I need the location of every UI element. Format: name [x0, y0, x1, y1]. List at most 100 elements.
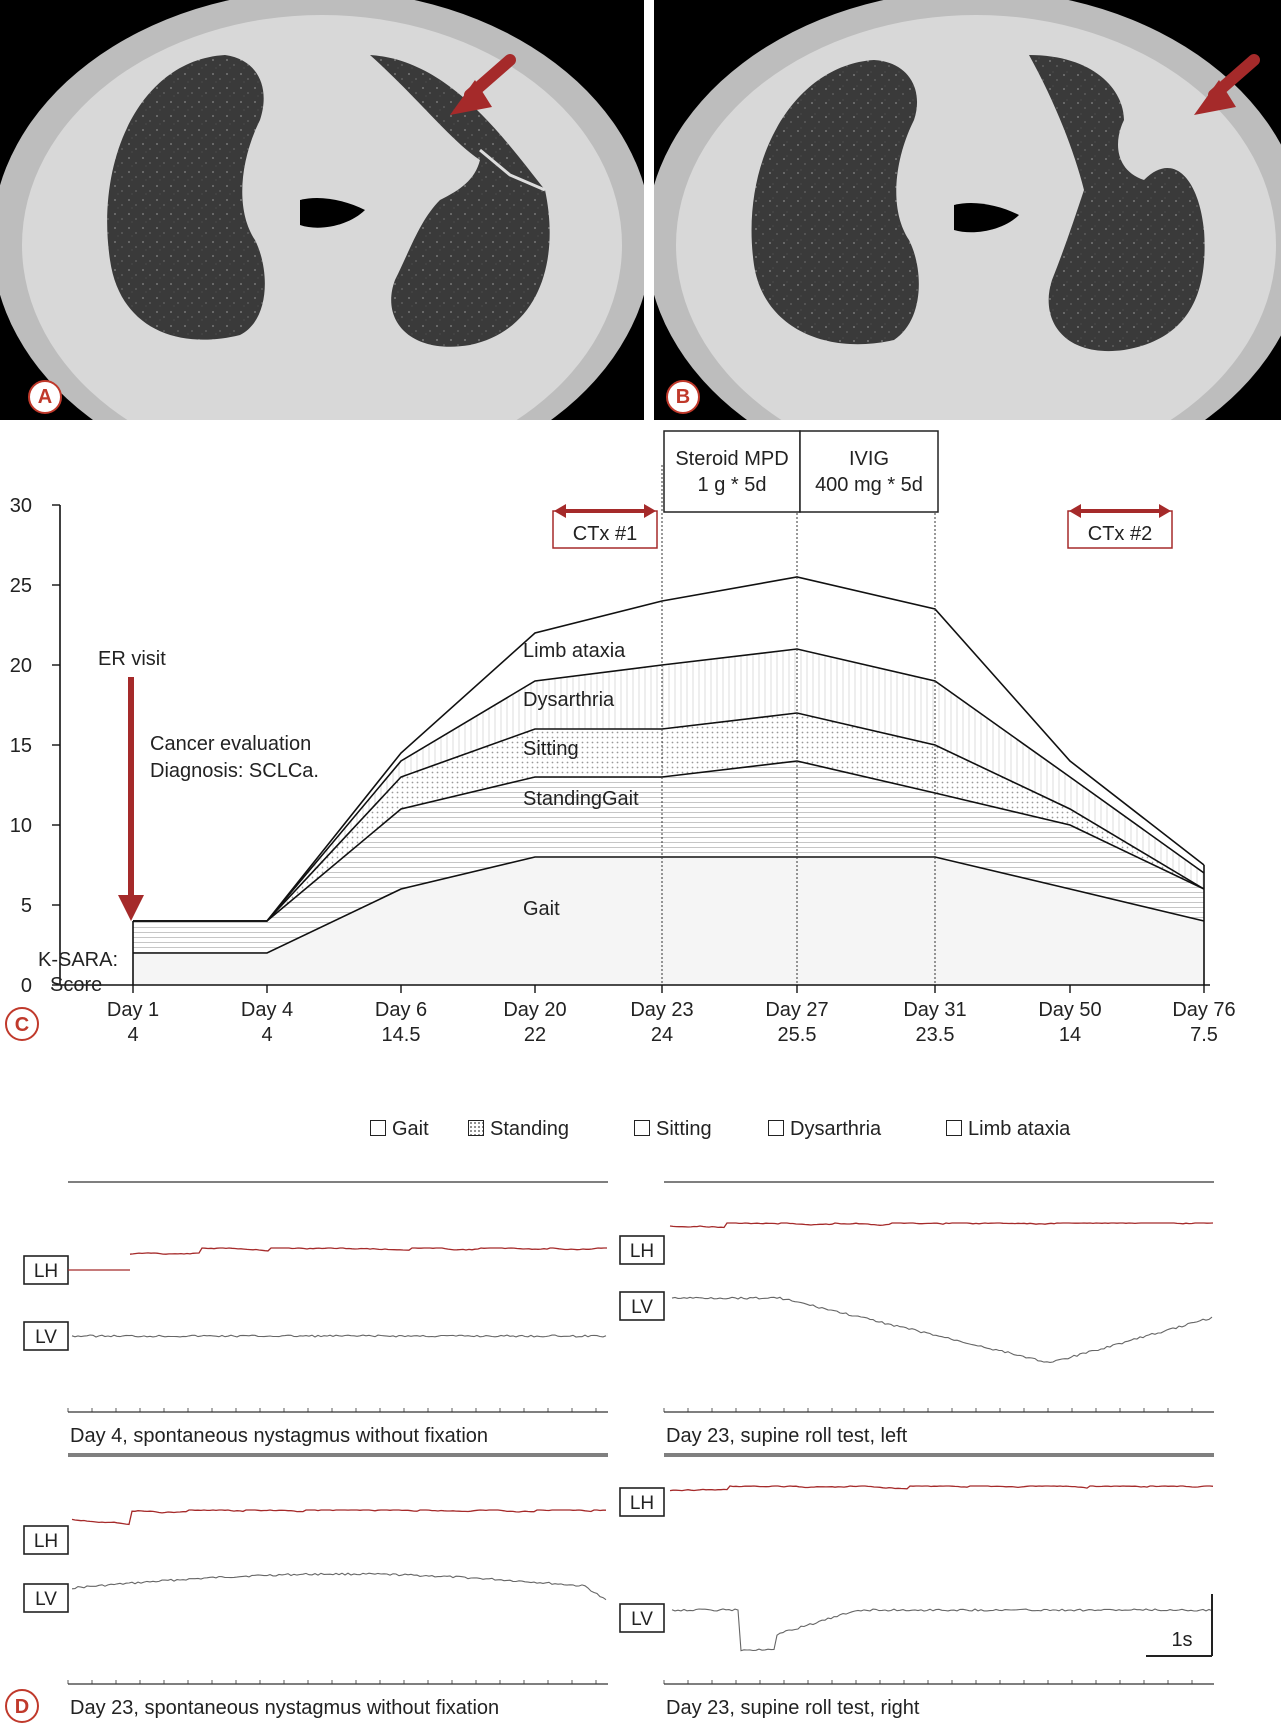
ksara-score-value: 4: [127, 1024, 138, 1046]
layer-gait: [133, 857, 1204, 985]
time-scale-bar: 1s: [1146, 1594, 1213, 1657]
x-category-label: Day 27: [765, 999, 828, 1021]
layer-label-limb-ataxia: Limb ataxia: [523, 640, 626, 662]
legend-item-limb-ataxia: Limb ataxia: [946, 1118, 1070, 1141]
chart-legend: Gait Standing Sitting Dysarthria Limb at…: [370, 1118, 1130, 1148]
x-category-label: Day 1: [107, 999, 159, 1021]
x-category-label: Day 23: [630, 999, 693, 1021]
trace-panel-1: LH LV Day 4, spontaneous nystagmus without…: [23, 1181, 608, 1457]
lv-channel-label: LV: [631, 1297, 653, 1318]
lh-channel-label: LH: [630, 1241, 654, 1262]
ksara-chart: 0 5 10 15 20 25 30 Day 1 4 Day 4 4 Day 6 14.5 Day 20…: [5, 430, 1236, 1046]
er-visit-label: ER visit: [98, 648, 166, 670]
ctx2-label: CTx #2: [1088, 523, 1152, 545]
panel-label-b: B: [666, 380, 700, 414]
layer-dysarthria: [133, 649, 1204, 921]
ctx1-label: CTx #1: [573, 523, 637, 545]
ivig-label: IVIG: [849, 448, 889, 470]
cancer-eval-label: Cancer evaluation: [150, 733, 311, 755]
lv-channel-box: [619, 1603, 665, 1633]
legend-item-sitting: Sitting: [634, 1118, 712, 1141]
trace-caption: Day 23, spontaneous nystagmus without fi…: [70, 1697, 499, 1719]
trace-panel-2: LH LV Day 23, supine roll test, left: [619, 1181, 1214, 1457]
layer-limb-ataxia: [133, 577, 1204, 921]
lv-channel-label: LV: [35, 1327, 57, 1348]
legend-label-standing: Standing: [490, 1118, 569, 1140]
lh-trace: [71, 1509, 606, 1526]
layer-sitting: [133, 713, 1204, 921]
panel-label-a: A: [28, 380, 62, 414]
legend-label-gait: Gait: [392, 1118, 429, 1140]
lv-trace: [71, 1572, 607, 1601]
ksara-score-value: 7.5: [1190, 1024, 1218, 1046]
y-tick-label: 15: [10, 735, 32, 757]
layer-label-standing-gait: StandingGait: [523, 788, 639, 810]
steroid-box: Steroid MPD 1 g * 5d: [663, 430, 801, 513]
x-category-label: Day 4: [241, 999, 293, 1021]
diagnosis-label: Diagnosis: SCLCa.: [150, 760, 319, 782]
legend-item-gait: Gait: [370, 1118, 429, 1141]
trace-caption: Day 4, spontaneous nystagmus without fix…: [70, 1425, 488, 1447]
lh-channel-box: [23, 1525, 69, 1555]
lv-trace: [71, 1334, 607, 1338]
lv-channel-label: LV: [631, 1609, 653, 1630]
x-category-label: Day 20: [503, 999, 566, 1021]
x-axis-labels: Day 1 4 Day 4 4 Day 6 14.5 Day 20 22 Day 23 24 Day…: [107, 999, 1236, 1046]
ksara-score-value: 24: [651, 1024, 673, 1046]
legend-item-dysarthria: Dysarthria: [768, 1118, 881, 1141]
x-category-label: Day 50: [1038, 999, 1101, 1021]
panel-label-c: C: [15, 1014, 29, 1036]
ksara-score-label-2: Score: [50, 974, 102, 996]
x-category-label: Day 31: [903, 999, 966, 1021]
panel-label-d-circle: [5, 1689, 39, 1723]
ct-image-a: A: [0, 0, 644, 420]
layer-label-dysarthria: Dysarthria: [523, 689, 615, 711]
ksara-score-value: 22: [524, 1024, 546, 1046]
ctx1-marker: CTx #1: [552, 504, 658, 549]
lh-channel-box: [23, 1255, 69, 1285]
ksara-score-value: 14: [1059, 1024, 1081, 1046]
legend-label-sitting: Sitting: [656, 1118, 712, 1140]
legend-label-limb-ataxia: Limb ataxia: [968, 1118, 1071, 1140]
steroid-label: Steroid MPD: [675, 448, 788, 470]
trace-caption: Day 23, supine roll test, right: [666, 1697, 920, 1719]
treatment-period-lines: [661, 465, 936, 985]
nystagmus-traces: LH LV Day 4, spontaneous nystagmus without…: [5, 1181, 1214, 1723]
er-visit-arrow-head: [118, 895, 144, 921]
lv-trace: [671, 1608, 1213, 1652]
stack-layers: [132, 576, 1205, 985]
layer-label-sitting: Sitting: [523, 738, 579, 760]
lv-trace: [671, 1296, 1213, 1363]
legend-item-standing: Standing: [468, 1118, 569, 1141]
time-scale-label: 1s: [1171, 1629, 1192, 1651]
lh-trace: [129, 1247, 607, 1255]
ksara-score-label: K-SARA:: [38, 949, 118, 971]
legend-swatch-standing: [468, 1120, 484, 1136]
y-tick-label: 0: [21, 975, 32, 997]
lh-channel-label: LH: [34, 1261, 58, 1282]
chart-axes: 0 5 10 15 20 25 30: [10, 495, 1210, 997]
legend-swatch-dysarthria: [768, 1120, 784, 1136]
lh-channel-box: [619, 1235, 665, 1265]
trace-panel-3: LH LV Day 23, spontaneous nystagmus withou…: [23, 1453, 608, 1719]
ksara-score-value: 25.5: [778, 1024, 817, 1046]
trace-panel-4: LH LV Day 23, supine roll test, right: [619, 1453, 1214, 1719]
y-tick-label: 10: [10, 815, 32, 837]
y-tick-label: 20: [10, 655, 32, 677]
legend-swatch-gait: [370, 1120, 386, 1136]
x-category-label: Day 6: [375, 999, 427, 1021]
y-tick-label: 30: [10, 495, 32, 517]
legend-swatch-limb-ataxia: [946, 1120, 962, 1136]
ksara-score-value: 23.5: [916, 1024, 955, 1046]
lv-channel-label: LV: [35, 1589, 57, 1610]
lv-channel-box: [23, 1321, 69, 1351]
ivig-box: IVIG 400 mg * 5d: [799, 430, 939, 513]
legend-label-dysarthria: Dysarthria: [790, 1118, 882, 1140]
y-tick-label: 5: [21, 895, 32, 917]
legend-swatch-sitting: [634, 1120, 650, 1136]
ct-image-b: B: [654, 0, 1281, 420]
lh-channel-label: LH: [630, 1493, 654, 1514]
lh-channel-label: LH: [34, 1531, 58, 1552]
lh-trace: [669, 1485, 1214, 1492]
y-tick-label: 25: [10, 575, 32, 597]
